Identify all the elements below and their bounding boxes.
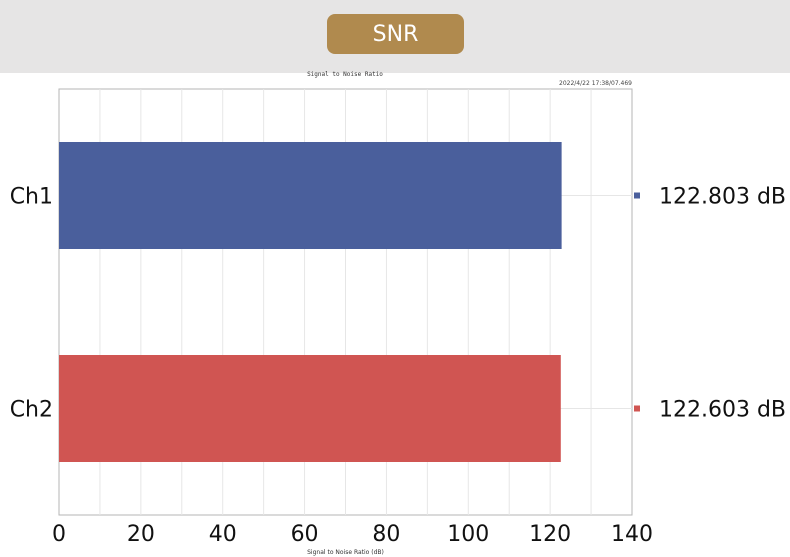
x-tick-label: 20 xyxy=(127,522,155,547)
bar-ch1 xyxy=(59,142,562,249)
x-tick-label: 120 xyxy=(529,522,571,547)
plot-title: Signal to Noise Ratio xyxy=(307,71,383,78)
x-tick-label: 100 xyxy=(447,522,489,547)
snr-badge: SNR xyxy=(327,14,464,54)
legend-marker xyxy=(634,192,640,199)
value-label: 122.803 dB xyxy=(659,185,786,210)
x-tick-label: 60 xyxy=(291,522,319,547)
legend-marker xyxy=(634,405,640,412)
timestamp: 2022/4/22 17:38/07.469 xyxy=(559,80,632,87)
category-label: Ch1 xyxy=(10,185,53,210)
category-label: Ch2 xyxy=(10,398,53,423)
x-tick-label: 0 xyxy=(52,522,66,547)
value-label: 122.603 dB xyxy=(659,398,786,423)
x-tick-label: 40 xyxy=(209,522,237,547)
x-axis-label: Signal to Noise Ratio (dB) xyxy=(307,549,384,556)
bar-ch2 xyxy=(59,355,561,462)
x-tick-label: 80 xyxy=(372,522,400,547)
header-band: SNR xyxy=(0,0,790,73)
x-tick-label: 140 xyxy=(611,522,653,547)
